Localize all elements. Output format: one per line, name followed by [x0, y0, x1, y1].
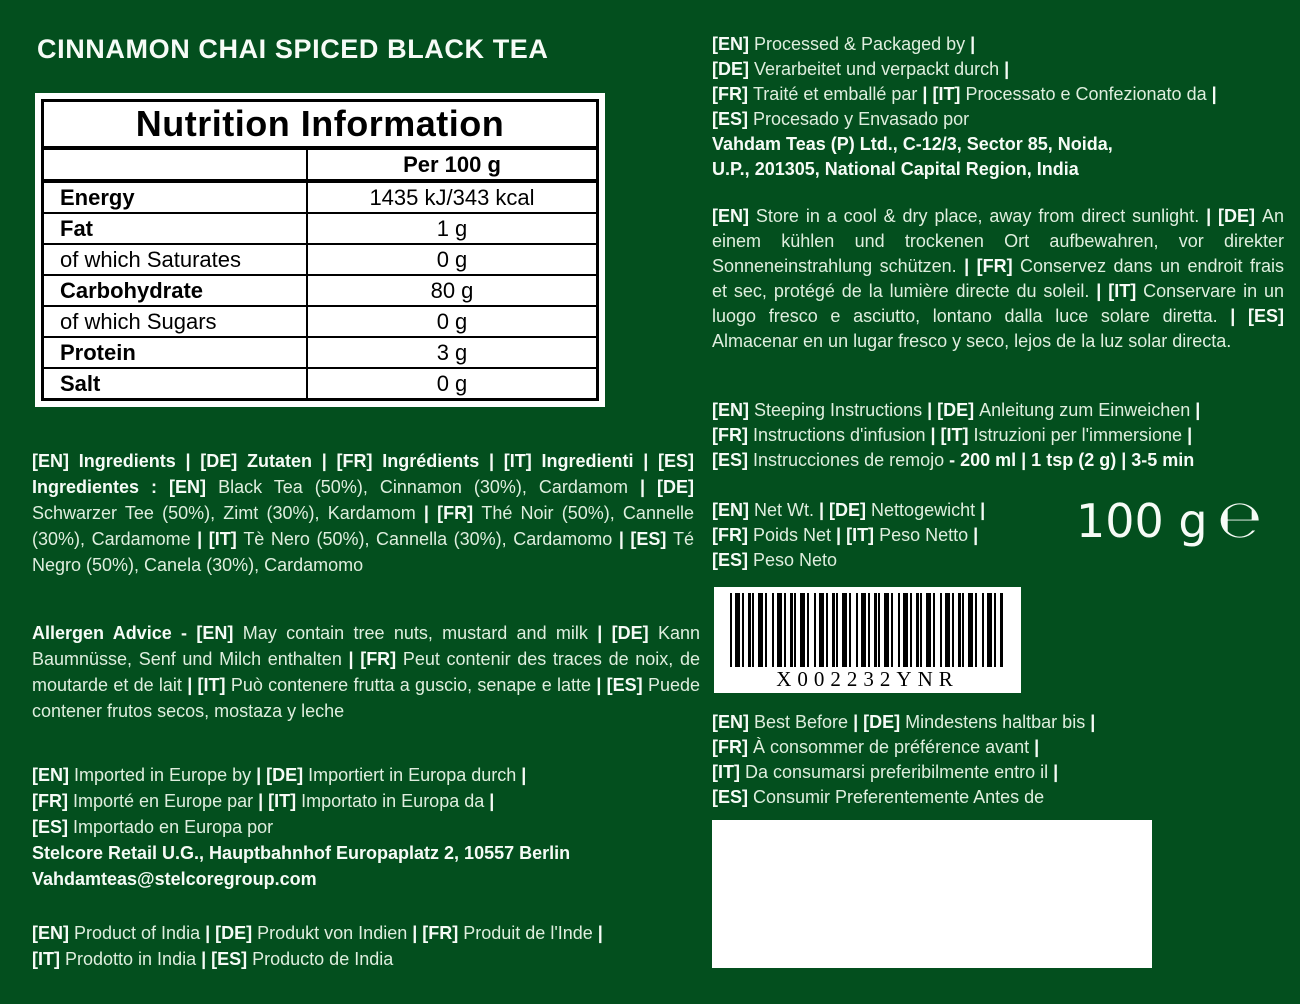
net-weight-text: [EN] Net Wt. | [DE] Nettogewicht | [FR] …	[712, 500, 986, 570]
net-weight-value: 100 g ℮	[1022, 490, 1262, 550]
nutrition-row: Fat 1 g	[44, 212, 596, 243]
nutrient-label: Salt	[60, 370, 101, 396]
nutrition-panel: Nutrition Information Per 100 g Energy 14…	[35, 93, 605, 407]
nutrition-row: Protein 3 g	[44, 336, 596, 367]
nutrient-label: Fat	[60, 215, 93, 241]
nutrition-row: Energy 1435 kJ/343 kcal	[44, 179, 596, 212]
nutrient-label: Energy	[60, 184, 135, 210]
barcode: X002232YNR	[714, 587, 1021, 693]
nutrition-row: Carbohydrate 80 g	[44, 274, 596, 305]
nutrition-row: of which Saturates 0 g	[44, 243, 596, 274]
best-before-text: [EN] Best Before | [DE] Mindestens haltb…	[712, 712, 1096, 807]
nutrient-value: 1 g	[306, 214, 596, 243]
ingredients-text: [EN] Ingredients | [DE] Zutaten | [FR] I…	[32, 451, 695, 575]
nutrition-row: of which Sugars 0 g	[44, 305, 596, 336]
importer-text: [EN] Imported in Europe by | [DE] Import…	[32, 765, 571, 889]
nutrient-label: of which Saturates	[60, 246, 241, 272]
storage-instructions-text: [EN] Store in a cool & dry place, away f…	[712, 206, 1284, 351]
nutrient-label: Carbohydrate	[60, 277, 204, 303]
nutrition-table: Nutrition Information Per 100 g Energy 14…	[41, 99, 599, 401]
nutrient-label: Protein	[60, 339, 136, 365]
nutrient-label: of which Sugars	[60, 308, 217, 334]
nutrition-rows: Energy 1435 kJ/343 kcal Fat 1 g of which Sat…	[44, 179, 596, 398]
country-of-origin-text: [EN] Product of India | [DE] Produkt von…	[32, 923, 603, 969]
nutrient-value: 3 g	[306, 338, 596, 367]
nutrition-table-title: Nutrition Information	[44, 102, 596, 150]
nutrient-value: 0 g	[306, 245, 596, 274]
barcode-bars	[730, 593, 1003, 667]
nutrition-header-row: Per 100 g	[44, 150, 596, 179]
steeping-instructions-text: [EN] Steeping Instructions | [DE] Anleit…	[712, 400, 1201, 470]
product-title: CINNAMON CHAI SPICED BLACK TEA	[37, 34, 549, 64]
nutrient-value: 0 g	[306, 307, 596, 336]
barcode-code: X002232YNR	[776, 667, 959, 691]
nutrient-value: 0 g	[306, 369, 596, 398]
estimated-sign: ℮	[1217, 490, 1262, 550]
net-weight-amount: 100 g	[1075, 494, 1208, 548]
allergen-advice-text: Allergen Advice - [EN] May contain tree …	[32, 623, 701, 721]
processor-text: [EN] Processed & Packaged by | [DE] Vera…	[712, 34, 1217, 179]
nutrition-column-header: Per 100 g	[306, 150, 596, 179]
nutrition-header-label	[44, 150, 306, 179]
nutrition-row: Salt 0 g	[44, 367, 596, 398]
nutrient-value: 1435 kJ/343 kcal	[306, 183, 596, 212]
best-before-date-box	[712, 820, 1152, 968]
nutrient-value: 80 g	[306, 276, 596, 305]
